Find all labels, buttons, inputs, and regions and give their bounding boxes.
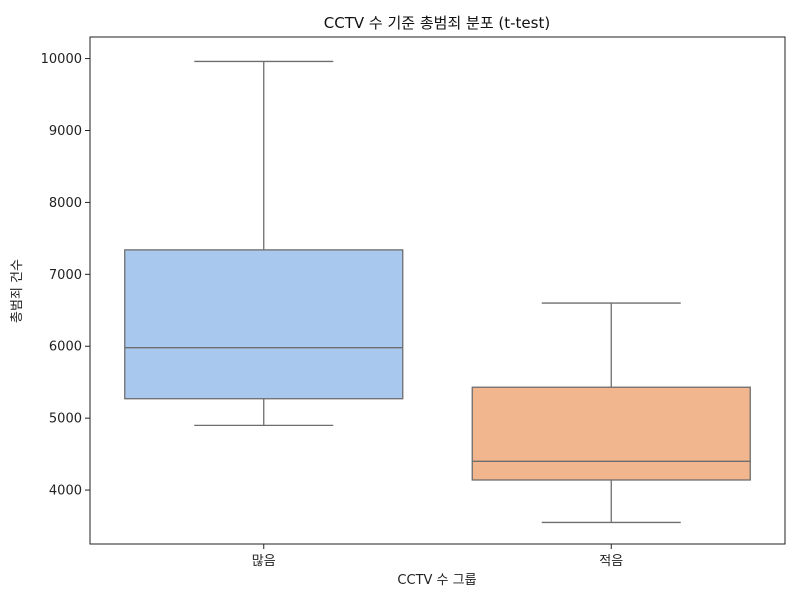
x-tick-label: 많음 bbox=[252, 554, 276, 569]
y-tick-label: 4000 bbox=[49, 484, 82, 499]
iqr-box bbox=[471, 386, 751, 481]
box-plot-series bbox=[124, 60, 751, 524]
x-tick-label: 적음 bbox=[599, 554, 623, 569]
y-axis-label: 총범죄 건수 bbox=[10, 259, 25, 323]
x-axis-label: CCTV 수 그룹 bbox=[397, 573, 476, 588]
box-group bbox=[124, 60, 404, 426]
y-tick-label: 9000 bbox=[49, 124, 82, 139]
chart-title: CCTV 수 기준 총범죄 분포 (t-test) bbox=[324, 14, 550, 32]
iqr-box bbox=[124, 249, 404, 400]
y-tick-label: 6000 bbox=[49, 340, 82, 355]
y-tick-label: 10000 bbox=[41, 52, 82, 67]
y-tick-label: 7000 bbox=[49, 268, 82, 283]
y-tick-label: 5000 bbox=[49, 412, 82, 427]
y-axis: 4000 5000 6000 7000 8000 9000 10000 bbox=[41, 52, 90, 499]
x-axis: 많음 적음 bbox=[252, 544, 623, 569]
y-tick-label: 8000 bbox=[49, 196, 82, 211]
plot-frame bbox=[89, 36, 786, 545]
box-group bbox=[471, 302, 751, 524]
